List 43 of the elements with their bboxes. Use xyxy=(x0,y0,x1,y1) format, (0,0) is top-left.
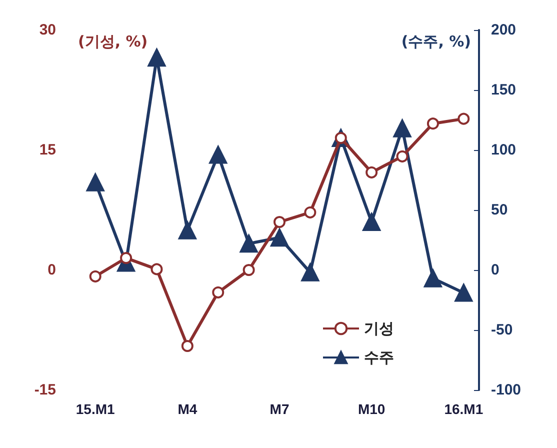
point xyxy=(148,48,166,67)
y2-tick-label: -50 xyxy=(491,322,513,338)
x-tick-label: M4 xyxy=(178,401,198,417)
y2-tick-label: -100 xyxy=(491,382,522,398)
y2-tick-label: 50 xyxy=(491,202,508,218)
point xyxy=(86,173,104,192)
x-tick-label: M10 xyxy=(358,401,386,417)
point xyxy=(209,146,228,164)
point xyxy=(242,264,255,276)
y2-tick-label: 200 xyxy=(491,22,516,38)
y2-tick-label: 100 xyxy=(491,142,516,158)
legend-label: 기성 xyxy=(364,320,394,338)
point xyxy=(274,216,286,228)
y2-tick-label: 150 xyxy=(491,82,516,98)
point xyxy=(304,206,316,218)
point xyxy=(89,270,102,282)
point xyxy=(181,340,194,352)
y2-tick-label: 0 xyxy=(491,262,500,278)
point xyxy=(120,252,132,264)
point xyxy=(424,269,442,288)
annotation: (수주, %) xyxy=(401,32,472,50)
point xyxy=(396,150,408,162)
y-tick-label: 0 xyxy=(48,262,56,278)
x-tick-label: 15.M1 xyxy=(76,401,116,417)
point xyxy=(178,221,196,240)
annotation: (기성, %) xyxy=(78,32,148,50)
point xyxy=(426,118,439,130)
y-tick-label: -15 xyxy=(34,382,56,398)
point xyxy=(393,119,412,138)
point xyxy=(150,263,163,276)
point xyxy=(366,166,378,178)
point xyxy=(454,284,473,302)
point xyxy=(212,286,224,298)
point xyxy=(458,112,470,125)
legend-label: 수주 xyxy=(364,348,394,366)
y-tick-label: 15 xyxy=(39,142,56,158)
y-tick-label: 30 xyxy=(39,22,56,38)
x-tick-label: M7 xyxy=(270,401,290,417)
x-tick-label: 16.M1 xyxy=(444,401,484,417)
point xyxy=(240,234,258,253)
point xyxy=(270,228,288,247)
point xyxy=(301,263,320,282)
point xyxy=(362,213,381,231)
